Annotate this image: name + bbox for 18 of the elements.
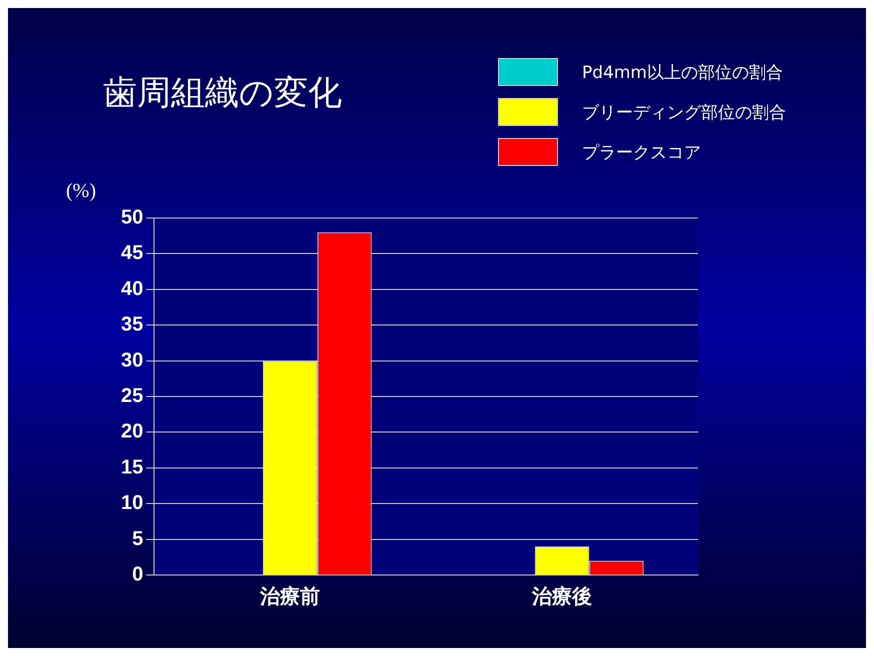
chart-title: 歯周組織の変化 (103, 72, 342, 115)
y-tick-label: 25 (120, 385, 144, 408)
y-tick-label: 5 (132, 528, 144, 550)
y-tick-label: 45 (120, 242, 144, 264)
y-axis-title: (%) (66, 180, 96, 203)
y-tick-label: 15 (120, 456, 144, 478)
y-tick-label: 30 (120, 349, 144, 372)
y-tick-label: 10 (120, 492, 144, 514)
y-tick-label: 40 (120, 278, 144, 300)
y-tick-label: 35 (120, 314, 144, 336)
y-tick-label: 0 (132, 564, 144, 586)
y-tick-label: 20 (120, 420, 144, 443)
x-tick-label: 治療前 (259, 584, 320, 608)
legend-label: Pd4mm以上の部位の割合 (582, 62, 783, 84)
y-tick-label: 50 (120, 206, 144, 229)
x-tick-label: 治療後 (531, 584, 592, 608)
legend-label: プラークスコア (582, 142, 701, 164)
legend-label: ブリーディング部位の割合 (582, 102, 786, 124)
